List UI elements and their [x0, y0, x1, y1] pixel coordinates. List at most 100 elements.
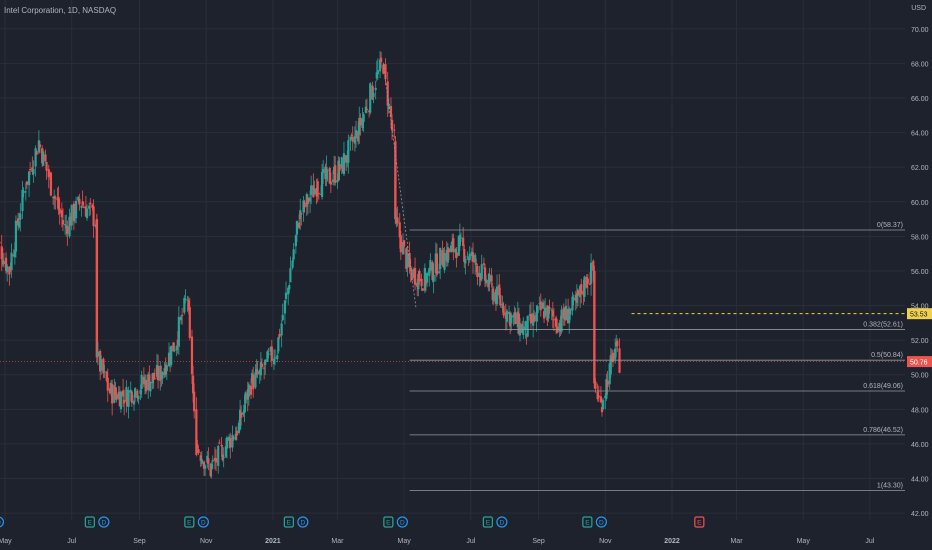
candle-body [547, 306, 550, 319]
candle-body [161, 372, 164, 379]
candle-body [136, 390, 139, 398]
candle-body [382, 64, 385, 74]
candle-body [358, 118, 361, 135]
candle-body [270, 346, 273, 361]
time-tick-label: 2021 [265, 538, 281, 545]
candle-body [80, 205, 83, 208]
candle-body [252, 374, 255, 390]
candle-body [498, 284, 501, 296]
candle-body [459, 237, 463, 239]
candle-body [149, 381, 152, 392]
candle-body [384, 64, 387, 80]
candle-body [450, 245, 453, 253]
candle-body [103, 371, 106, 373]
candle-body [429, 260, 432, 271]
candle-body [349, 136, 352, 141]
candle-body [4, 257, 8, 272]
candle-body [0, 246, 3, 260]
candle-body [446, 247, 449, 263]
candle-body [186, 299, 189, 301]
candle-body [173, 349, 176, 351]
candle-body [188, 307, 191, 338]
candle-body [554, 317, 558, 327]
candle-body [329, 181, 332, 185]
candle-body [276, 355, 279, 360]
candle-body [316, 181, 319, 192]
candle-body [454, 249, 457, 253]
candle-body [328, 167, 331, 184]
candle-body [21, 189, 24, 212]
candle-body [115, 394, 118, 400]
candle-body [589, 262, 593, 284]
time-axis[interactable]: May Jul Sep Nov 2021 Mar May Jul Sep Nov 2022 Mar Ma… [0, 538, 875, 545]
candle-body [259, 362, 262, 376]
candle-body [478, 272, 481, 277]
candle-body [289, 268, 292, 283]
currency-label: USD [911, 5, 926, 12]
candle-body [172, 342, 175, 352]
candle-body [14, 220, 18, 252]
candle-body [310, 185, 313, 195]
dividend-icon [197, 516, 209, 528]
candle-body [393, 129, 396, 131]
price-lines [0, 313, 905, 362]
candle-body [283, 300, 287, 314]
candle-body [165, 365, 168, 372]
candle-body [325, 167, 328, 180]
candle-body [235, 430, 238, 436]
price-tick-label: 56.00 [911, 269, 929, 276]
candle-body [614, 348, 617, 360]
candle-body [224, 446, 227, 457]
candle-body [342, 153, 346, 175]
candle-body [170, 345, 173, 365]
candle-body [458, 234, 461, 247]
candle-body [616, 340, 619, 347]
dividend-icon [0, 516, 5, 528]
price-tick-label: 60.00 [911, 200, 929, 207]
candle-body [10, 252, 13, 271]
candle-body [317, 193, 320, 195]
price-axis[interactable]: 42.00 44.00 46.00 48.00 50.00 52.00 54.00 56.00… [907, 27, 932, 518]
candle-body [535, 312, 538, 322]
candle-body [35, 151, 38, 155]
candle-body [502, 306, 505, 316]
fib-level-label: 1(43.30) [877, 483, 903, 490]
candle-body [441, 250, 444, 265]
candle-body [331, 179, 335, 182]
candle-body [575, 292, 578, 303]
time-tick-label: Nov [200, 538, 213, 545]
candle-body [207, 458, 210, 464]
candle-body [580, 284, 583, 294]
candle-body [340, 157, 343, 169]
candle-body [501, 303, 504, 309]
candle-body [60, 210, 63, 218]
fib-level-label: 0.382(52.61) [863, 322, 903, 329]
candle-body [499, 295, 502, 306]
candle-body [562, 307, 565, 319]
candle-body [114, 387, 117, 395]
candle-body [229, 437, 232, 448]
candle-body [140, 375, 143, 389]
candle-body [299, 210, 302, 220]
candle-body [38, 144, 42, 148]
candle-body [127, 390, 130, 407]
candle-body [225, 437, 229, 449]
earnings-letter: E [287, 520, 292, 527]
candle-body [6, 265, 9, 273]
candle-body [19, 213, 22, 220]
candle-body [280, 323, 283, 336]
time-tick-label: Mar [331, 538, 344, 545]
candle-body [505, 310, 508, 322]
candle-body [130, 391, 133, 403]
dividend-icon [98, 516, 110, 528]
candle-body [300, 213, 303, 215]
candle-body [238, 409, 242, 430]
candle-body [522, 326, 525, 335]
symbol-title: Intel Corporation, 1D, NASDAQ [4, 6, 117, 15]
earnings-letter: E [486, 520, 491, 527]
time-tick-label: Mar [730, 538, 743, 545]
price-tick-label: 50.00 [911, 373, 929, 380]
fib-retracement[interactable]: 0(58.37) 0.382(52.61) 0.5(50.84) 0.618(49.0… [382, 63, 905, 491]
